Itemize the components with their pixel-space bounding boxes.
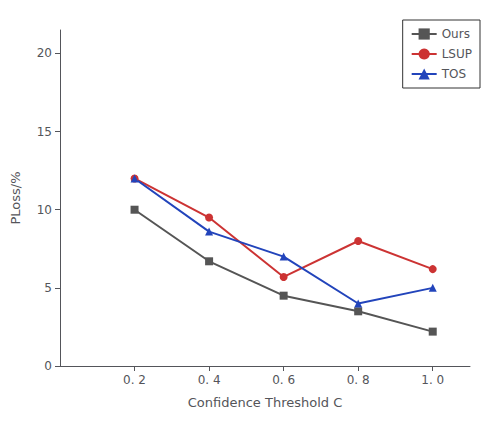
svg-text:5: 5 xyxy=(44,281,52,295)
svg-text:1. 0: 1. 0 xyxy=(421,373,444,387)
svg-text:15: 15 xyxy=(37,125,52,139)
svg-text:Ours: Ours xyxy=(442,27,470,41)
svg-text:0. 2: 0. 2 xyxy=(123,373,146,387)
svg-text:10: 10 xyxy=(37,203,52,217)
svg-text:0: 0 xyxy=(44,359,52,373)
svg-text:0. 6: 0. 6 xyxy=(272,373,295,387)
svg-text:Confidence Threshold C: Confidence Threshold C xyxy=(188,395,343,410)
svg-text:PLoss/%: PLoss/% xyxy=(8,171,23,224)
svg-text:LSUP: LSUP xyxy=(442,47,472,61)
svg-text:TOS: TOS xyxy=(441,67,466,81)
svg-text:20: 20 xyxy=(37,46,52,60)
svg-text:0. 4: 0. 4 xyxy=(198,373,221,387)
svg-text:0. 8: 0. 8 xyxy=(347,373,370,387)
